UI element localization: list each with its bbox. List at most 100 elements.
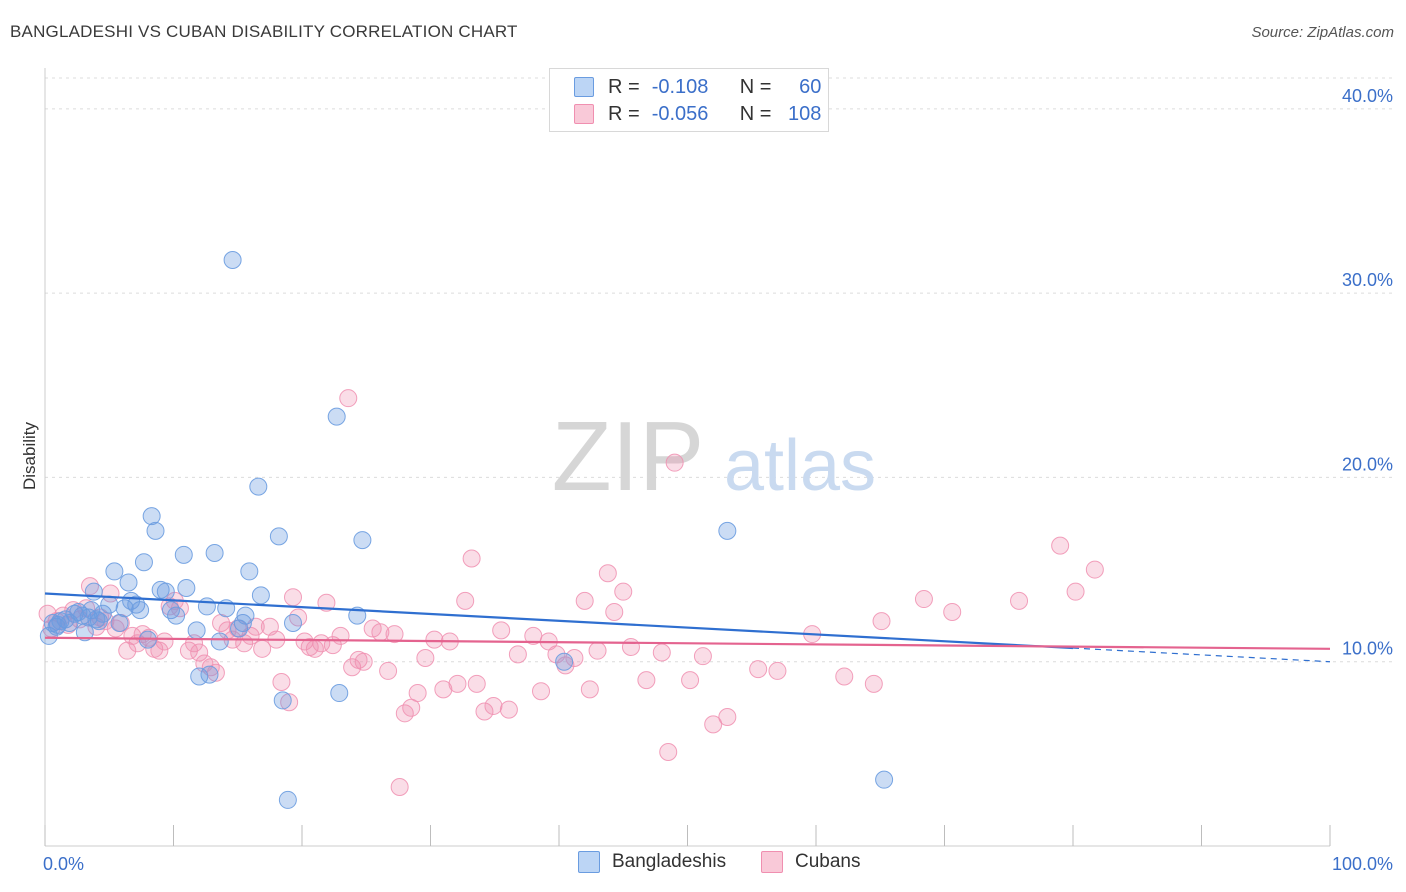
cuban-point (1010, 591, 1029, 610)
cuban-point (331, 626, 350, 645)
cuban-point (872, 612, 891, 631)
cuban-point (448, 674, 467, 693)
bangladeshi-point (146, 521, 165, 540)
legend-r-label: R = (608, 102, 640, 125)
tick-labels: 10.0% 20.0% 30.0% 40.0% 0.0% 100.0% (43, 86, 1393, 874)
cuban-point (343, 658, 362, 677)
cuban-point (914, 590, 933, 609)
cuban-point (637, 671, 656, 690)
source-label: Source: ZipAtlas.com (1251, 24, 1394, 41)
bangladeshi-point (161, 601, 180, 620)
legend-row-bangladeshis: R = -0.108 N = 60 (574, 74, 821, 100)
cuban-point (621, 637, 640, 656)
cuban-point (532, 682, 551, 701)
cuban-point (155, 632, 174, 651)
legend-swatch-pink (574, 104, 594, 124)
cuban-point (1085, 560, 1104, 579)
x-tick-label-max: 100.0% (1332, 854, 1393, 874)
legend-swatch-blue (574, 77, 594, 97)
legend-swatch-blue (578, 851, 600, 873)
bangladeshi-point (718, 521, 737, 540)
cuban-point (190, 643, 209, 662)
bangladeshi-point (187, 621, 206, 640)
cuban-point (835, 667, 854, 686)
cuban-point (379, 661, 398, 680)
cuban-point (408, 684, 427, 703)
cuban-point (385, 625, 404, 644)
stats-legend: R = -0.108 N = 60 R = -0.056 N = 108 (549, 68, 829, 132)
cuban-point (864, 674, 883, 693)
bangladeshi-point (177, 579, 196, 597)
bangladeshi-point (327, 407, 346, 426)
cuban-point (339, 389, 358, 408)
bangladeshi-point (353, 531, 372, 550)
bangladeshi-point (330, 684, 349, 703)
bangladeshi-point (284, 614, 303, 633)
cuban-point (499, 700, 518, 719)
legend-n-value: 60 (799, 75, 822, 98)
cuban-point (718, 708, 737, 726)
cubans-points (38, 389, 1104, 797)
y-tick-label: 20.0% (1342, 454, 1393, 474)
legend-row-cubans: R = -0.056 N = 108 (574, 101, 821, 127)
cuban-point (272, 672, 291, 691)
cuban-point (665, 453, 684, 472)
watermark-atlas: atlas (724, 426, 876, 506)
bangladeshi-point (273, 691, 292, 710)
cuban-point (317, 593, 336, 612)
legend-item-cubans[interactable]: Cubans (761, 851, 861, 873)
cuban-point (749, 660, 768, 679)
cuban-trend-line (44, 636, 1331, 650)
cuban-point (605, 602, 624, 621)
bangladeshi-point (48, 615, 67, 634)
cuban-point (462, 549, 481, 568)
bangladeshi-point (134, 553, 153, 572)
cuban-point (659, 743, 678, 762)
bangladeshi-point (156, 582, 175, 601)
cuban-point (150, 641, 169, 660)
cuban-point (467, 674, 486, 693)
legend-n-label: N = (739, 75, 772, 98)
axes (44, 68, 1331, 847)
legend-r-value: -0.056 (651, 102, 709, 125)
cuban-point (704, 715, 723, 734)
bangladeshi-point (210, 632, 229, 651)
bangladeshi-point (84, 582, 103, 601)
bangladeshi-point (87, 610, 106, 629)
bangladeshi-point (79, 608, 98, 627)
legend-swatch-pink (761, 851, 783, 873)
legend-label-cubans: Cubans (795, 851, 861, 872)
y-tick-label: 40.0% (1342, 86, 1393, 106)
cuban-point (768, 661, 787, 680)
cuban-point (484, 696, 503, 715)
bangladeshi-trend-extension (1072, 647, 1331, 663)
bangladeshi-point (251, 586, 270, 605)
cuban-point (598, 564, 617, 583)
bangladeshi-point (142, 507, 161, 526)
cuban-point (580, 680, 599, 699)
bangladeshi-point (119, 573, 138, 592)
trend-lines (44, 592, 1331, 663)
cuban-point (284, 588, 303, 607)
cuban-point (1066, 582, 1085, 601)
legend-item-bangladeshis[interactable]: Bangladeshis (578, 851, 726, 873)
bangladeshi-point (122, 591, 141, 610)
cuban-point (280, 693, 299, 712)
bangladeshi-point (555, 652, 574, 671)
bangladeshi-point (236, 606, 255, 625)
series-legend: Bangladeshis Cubans (0, 851, 1406, 879)
bangladeshi-point (875, 770, 894, 789)
chart-title: BANGLADESHI VS CUBAN DISABILITY CORRELAT… (10, 22, 518, 41)
watermark-zip: ZIP (552, 401, 704, 511)
bangladeshi-point (105, 562, 124, 581)
cuban-point (614, 582, 633, 601)
cuban-point (943, 602, 962, 621)
bangladeshi-point (115, 599, 134, 618)
cuban-point (416, 649, 435, 668)
bangladeshi-point (167, 606, 186, 625)
cuban-point (475, 702, 494, 721)
cuban-point (588, 641, 607, 660)
bangladeshi-point (249, 477, 268, 496)
cuban-point (492, 621, 511, 640)
bangladeshi-point (174, 545, 193, 564)
